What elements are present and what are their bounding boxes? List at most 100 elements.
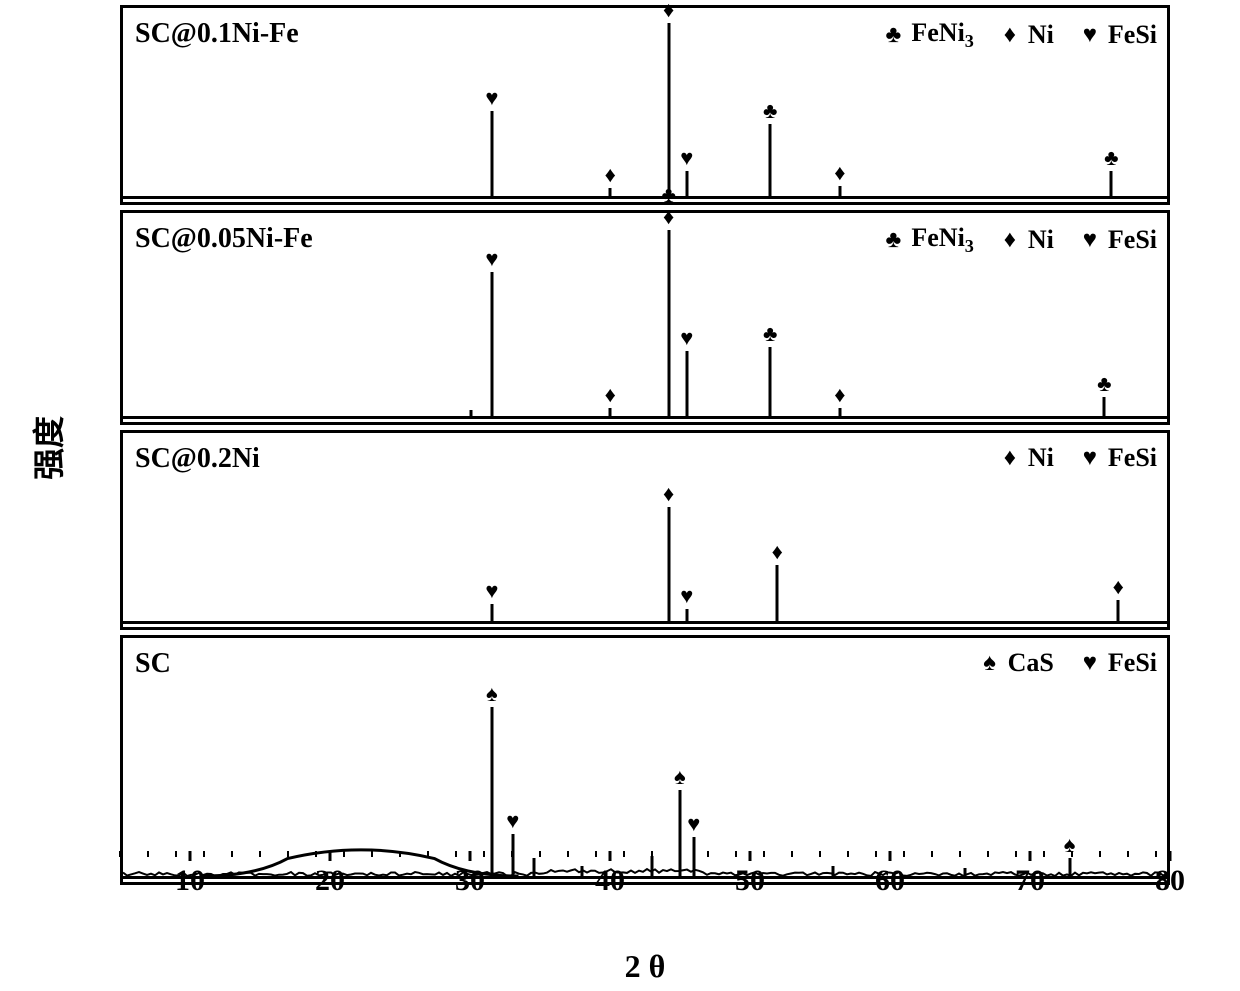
x-tick-mark [749, 851, 752, 861]
marker-symbol-icon: ♠ [486, 683, 498, 705]
marker-symbol-icon: ♦ [663, 0, 674, 21]
peak [609, 188, 612, 198]
x-minor-tick [343, 851, 345, 857]
peak-marker: ♦ [605, 164, 616, 186]
peak [685, 609, 688, 623]
x-minor-tick [511, 851, 513, 857]
x-minor-tick [147, 851, 149, 857]
legend-label: FeSi [1108, 225, 1157, 255]
x-tick-mark [329, 851, 332, 861]
x-minor-tick [1127, 851, 1129, 857]
legend-symbol-icon: ♣ [881, 22, 905, 49]
x-minor-tick [231, 851, 233, 857]
marker-symbol-icon: ♦ [663, 483, 674, 505]
x-minor-tick [875, 851, 877, 857]
peak-marker: ♠ [674, 766, 686, 788]
legend-label: FeNi3 [911, 18, 974, 52]
x-minor-tick [987, 851, 989, 857]
legend-item-Ni: ♦Ni [998, 443, 1054, 473]
x-minor-tick [819, 851, 821, 857]
panel-p1: SC@0.1Ni-Fe♣FeNi3♦Ni♥FeSi♥♦♣♦♥♣♦♣ [120, 5, 1170, 205]
x-tick-mark [609, 851, 612, 861]
x-minor-tick [287, 851, 289, 857]
marker-symbol-icon: ♠ [674, 766, 686, 788]
peak-marker: ♥ [687, 813, 700, 835]
legend-label: FeSi [1108, 443, 1157, 473]
legend-symbol-icon: ♥ [1078, 227, 1102, 254]
plot-area: SC@0.1Ni-Fe♣FeNi3♦Ni♥FeSi♥♦♣♦♥♣♦♣SC@0.05… [120, 5, 1170, 885]
marker-symbol-icon: ♦ [663, 206, 674, 228]
peak [769, 124, 772, 198]
peak-marker: ♥ [680, 147, 693, 169]
peak [1103, 397, 1106, 418]
peak-marker: ♥ [506, 810, 519, 832]
peak-marker: ♦ [1113, 576, 1124, 598]
x-tick-label: 40 [595, 864, 625, 898]
peak [776, 565, 779, 623]
marker-symbol-icon: ♥ [506, 810, 519, 832]
legend-item-FeNi3: ♣FeNi3 [881, 223, 974, 257]
x-minor-tick [315, 851, 317, 857]
x-tick-label: 70 [1015, 864, 1045, 898]
legend-item-FeSi: ♥FeSi [1078, 223, 1157, 257]
x-minor-tick [595, 851, 597, 857]
legend-symbol-icon: ♦ [998, 227, 1022, 254]
peak-marker: ♦ [663, 483, 674, 505]
x-tick-mark [189, 851, 192, 861]
marker-symbol-icon: ♥ [485, 248, 498, 270]
peak-marker: ♥ [485, 87, 498, 109]
peak [470, 410, 473, 418]
baseline [123, 621, 1167, 624]
x-minor-tick [679, 851, 681, 857]
legend-symbol-icon: ♦ [998, 22, 1022, 49]
x-tick-label: 80 [1155, 864, 1185, 898]
x-tick-label: 50 [735, 864, 765, 898]
legend: ♦Ni ♥FeSi [998, 443, 1157, 473]
legend-item-Ni: ♦Ni [998, 18, 1054, 52]
marker-symbol-icon: ♥ [485, 580, 498, 602]
legend-symbol-icon: ♥ [1078, 445, 1102, 472]
legend-symbol-icon: ♦ [998, 445, 1022, 472]
marker-symbol-icon: ♣ [1104, 147, 1118, 169]
peak-marker: ♦ [605, 384, 616, 406]
x-minor-tick [175, 851, 177, 857]
x-minor-tick [399, 851, 401, 857]
x-axis-label: 2 θ [55, 948, 1235, 985]
panel-label: SC@0.2Ni [135, 443, 260, 475]
x-minor-tick [1155, 851, 1157, 857]
x-minor-tick [455, 851, 457, 857]
legend-label: Ni [1028, 225, 1054, 255]
marker-symbol-icon: ♣ [1097, 373, 1111, 395]
baseline [123, 196, 1167, 199]
x-tick-label: 30 [455, 864, 485, 898]
peak [838, 408, 841, 418]
x-tick-mark [1169, 851, 1172, 861]
peak-marker: ♥ [680, 327, 693, 349]
peak [667, 507, 670, 623]
marker-symbol-icon: ♥ [680, 585, 693, 607]
x-tick-label: 60 [875, 864, 905, 898]
panel-p4: SC♠CaS♥FeSi♠♥♠♥♠ [120, 635, 1170, 885]
peak [490, 111, 493, 198]
legend-item-FeSi: ♥FeSi [1078, 443, 1157, 473]
peak [685, 171, 688, 198]
peak-marker: ♥ [485, 580, 498, 602]
x-minor-tick [119, 851, 121, 857]
legend-item-FeSi: ♥FeSi [1078, 18, 1157, 52]
x-minor-tick [651, 851, 653, 857]
peak-marker: ♣♦ [661, 184, 675, 228]
x-minor-tick [427, 851, 429, 857]
marker-symbol-icon: ♦ [834, 162, 845, 184]
peak-marker: ♣ [763, 100, 777, 122]
peak [769, 347, 772, 418]
legend-symbol-icon: ♣ [881, 227, 905, 254]
legend-label: FeSi [1108, 20, 1157, 50]
y-axis-label: 强度 [24, 416, 70, 480]
panel-p3: SC@0.2Ni♦Ni♥FeSi♥♦♥♦♦ [120, 430, 1170, 630]
legend-label: Ni [1028, 20, 1054, 50]
x-minor-tick [1015, 851, 1017, 857]
x-minor-tick [1099, 851, 1101, 857]
marker-symbol-icon: ♣ [763, 323, 777, 345]
x-tick-label: 20 [315, 864, 345, 898]
marker-symbol-icon: ♦ [605, 384, 616, 406]
